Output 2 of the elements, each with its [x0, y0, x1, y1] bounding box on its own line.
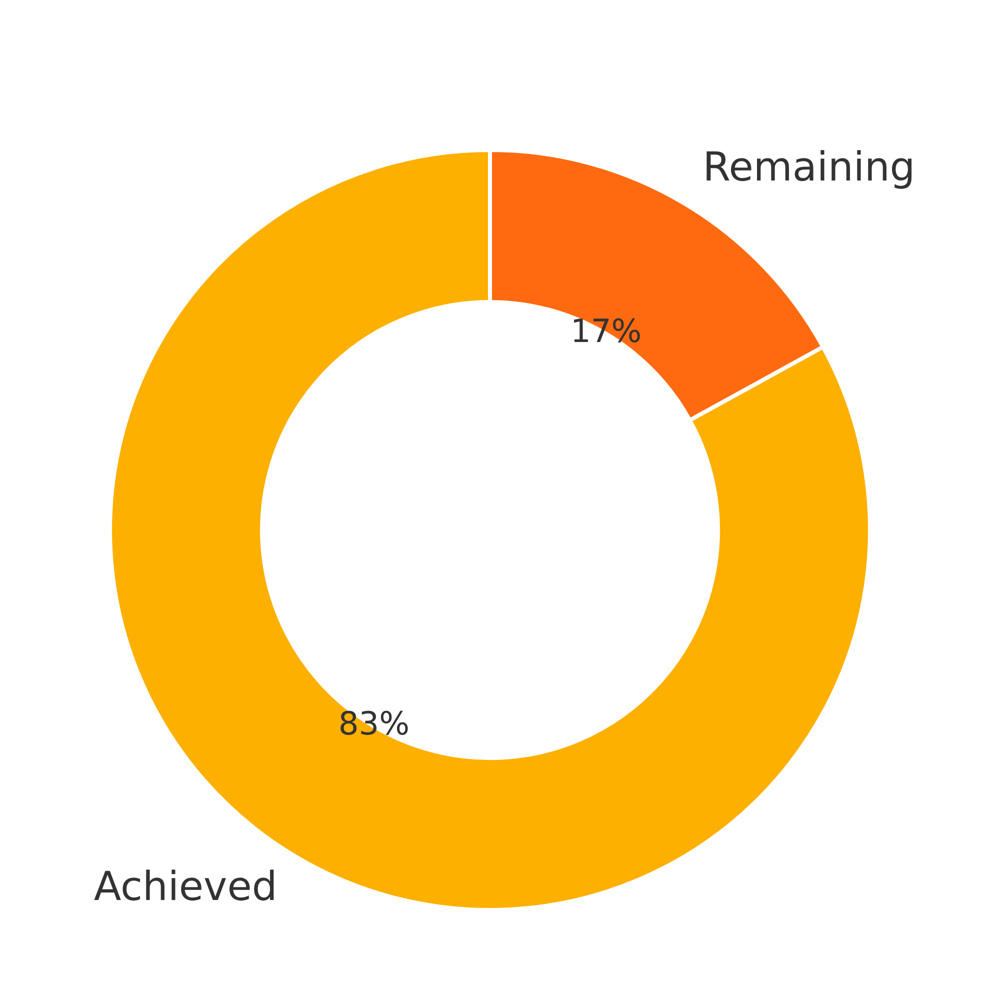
- slice-label: Achieved: [94, 864, 278, 910]
- slice-label: Remaining: [702, 144, 916, 191]
